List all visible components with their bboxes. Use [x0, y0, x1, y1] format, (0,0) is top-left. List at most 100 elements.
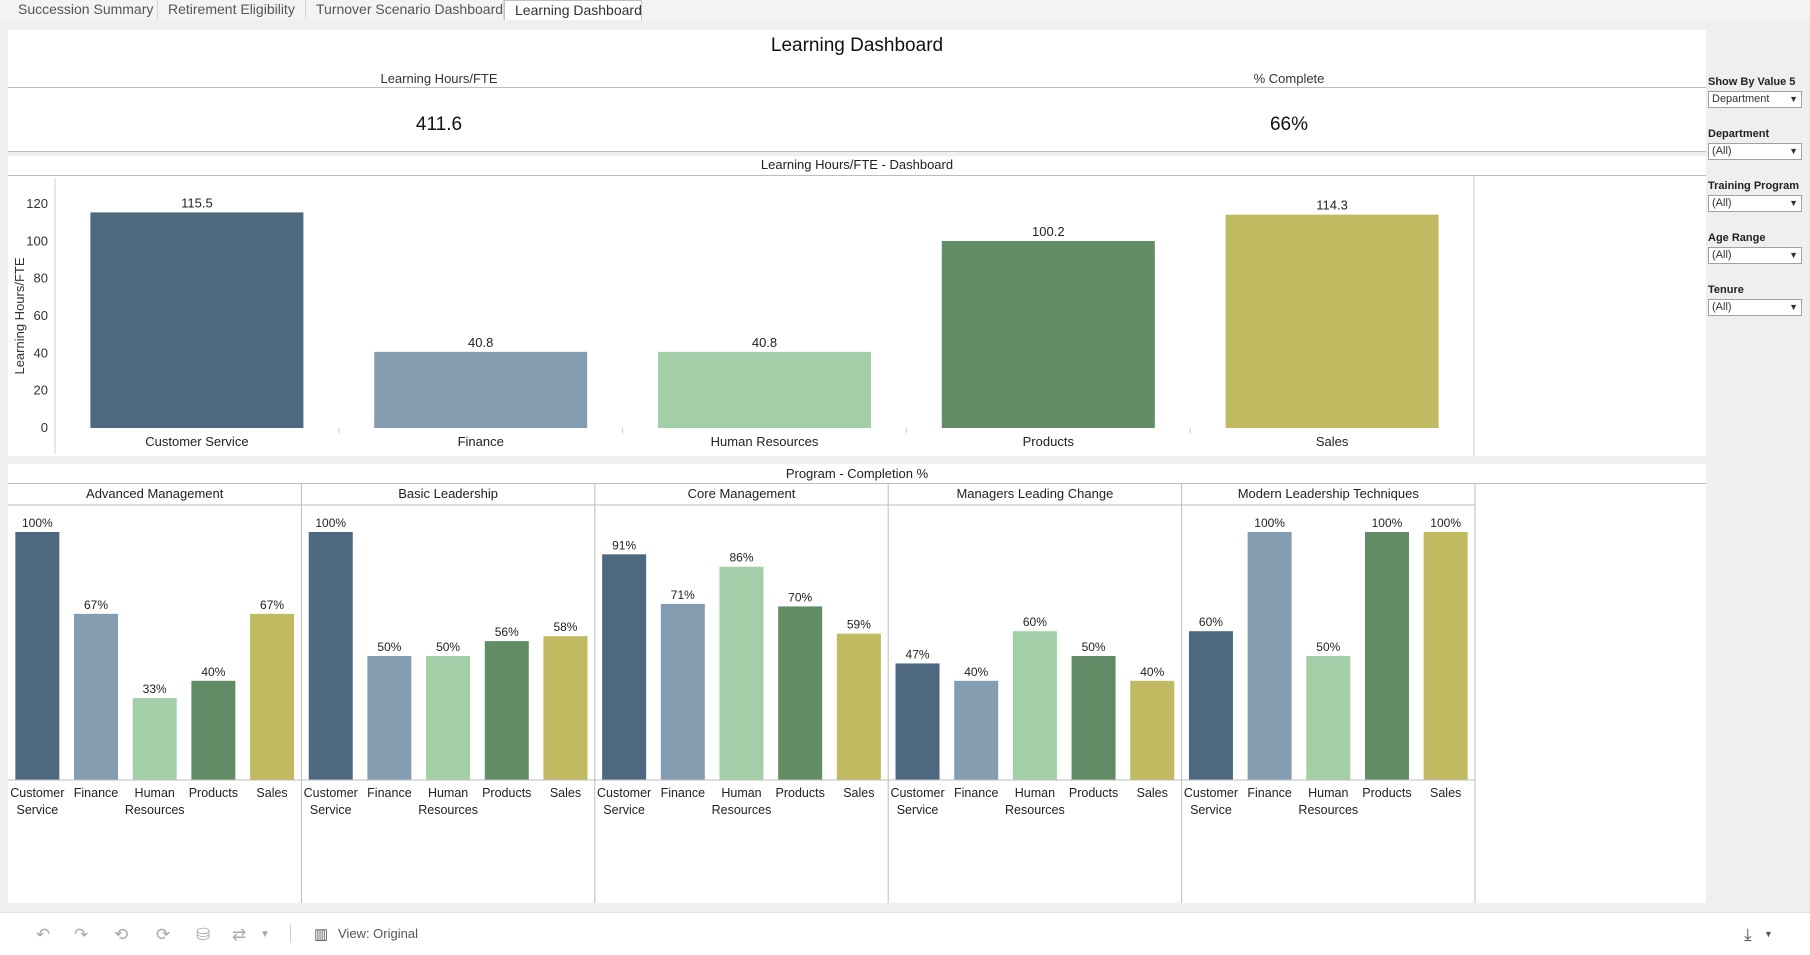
filter-show-by-dropdown[interactable]: Department ▼: [1708, 91, 1802, 108]
panel-title-basic-leadership: Basic Leadership: [398, 486, 498, 501]
sheet-tab-bar: Succession Summary Retirement Eligibilit…: [0, 0, 1810, 21]
tab-turnover-scenario-dashboard[interactable]: Turnover Scenario Dashboard: [306, 0, 504, 19]
bar-advanced-management-finance: [74, 613, 119, 780]
replay-icon[interactable]: ⇄: [232, 925, 247, 944]
bar-managers-leading-change-finance: [954, 680, 999, 780]
panel-title-core-management: Core Management: [688, 486, 796, 501]
x-tick-label-human-resources: Resources: [1298, 803, 1358, 817]
data-label: 67%: [260, 598, 284, 612]
bar-advanced-management-products: [191, 680, 236, 780]
bar-customer-service: [90, 212, 304, 428]
bottom-toolbar: ↶ ↷ ⟲ ⟳ ⛁ ⇄ ▼ ▥ View: Original ⤓ ▼: [0, 912, 1810, 955]
x-tick-label-finance: Finance: [1247, 786, 1292, 800]
undo-icon[interactable]: ↶: [36, 925, 51, 944]
data-label-customer-service: 115.5: [181, 195, 213, 210]
y-tick-label: 80: [34, 271, 48, 286]
x-tick-label-finance: Finance: [954, 786, 999, 800]
x-tick-label-products: Products: [482, 786, 531, 800]
kpi-value-learning-hours: 411.6: [415, 114, 463, 135]
x-tick-label-human-resources: Human: [1308, 786, 1348, 800]
bar-core-management-finance: [660, 603, 705, 780]
x-tick-label-customer-service: Customer: [1184, 786, 1238, 800]
filter-department: Department (All) ▼: [1708, 128, 1808, 160]
pause-updates-icon[interactable]: ⛁: [196, 925, 211, 944]
x-tick-label-sales: Sales: [843, 786, 874, 800]
bar-modern-leadership-techniques-customer-service: [1188, 631, 1233, 780]
x-tick-label-finance: Finance: [74, 786, 119, 800]
x-tick-label-products: Products: [1023, 434, 1075, 449]
data-label: 60%: [1023, 615, 1047, 629]
revert-icon[interactable]: ⟲: [114, 925, 129, 944]
bar-core-management-sales: [836, 633, 881, 780]
x-tick-label-finance: Finance: [367, 786, 412, 800]
x-tick-label-customer-service: Customer: [10, 786, 64, 800]
bar-modern-leadership-techniques-products: [1364, 532, 1409, 780]
download-dropdown-icon[interactable]: ▼: [1764, 929, 1773, 939]
filter-training-program-value: (All): [1712, 197, 1732, 209]
caret-down-icon: ▼: [1789, 94, 1798, 104]
redo-icon[interactable]: ↷: [74, 925, 89, 944]
view-label[interactable]: View: Original: [338, 926, 418, 941]
bar-managers-leading-change-customer-service: [895, 663, 940, 780]
kpi-value-percent-complete: 66%: [1269, 114, 1309, 135]
data-label: 58%: [553, 620, 577, 634]
data-label: 50%: [1082, 640, 1106, 654]
dashboard-panel: Learning Dashboard Learning Hours/FTE % …: [8, 30, 1706, 903]
data-label: 86%: [729, 551, 753, 565]
kpi-divider: [8, 87, 1706, 88]
x-tick-label-human-resources: Human: [428, 786, 468, 800]
tab-succession-summary[interactable]: Succession Summary: [8, 0, 158, 19]
bar-modern-leadership-techniques-human-resources: [1306, 656, 1351, 780]
tab-learning-dashboard[interactable]: Learning Dashboard: [504, 0, 642, 21]
replay-dropdown-icon[interactable]: ▼: [260, 929, 270, 940]
refresh-icon[interactable]: ⟳: [156, 925, 171, 944]
filter-age-range-dropdown[interactable]: (All) ▼: [1708, 247, 1802, 264]
x-tick-label-sales: Sales: [1430, 786, 1461, 800]
x-tick-label-human-resources: Human: [135, 786, 175, 800]
view-icon[interactable]: ▥: [314, 926, 329, 943]
data-label: 71%: [671, 588, 695, 602]
x-tick-label-products: Products: [189, 786, 238, 800]
bar-advanced-management-sales: [250, 613, 295, 780]
dashboard-title: Learning Dashboard: [770, 35, 944, 56]
x-tick-label-products: Products: [1362, 786, 1411, 800]
bar-core-management-customer-service: [602, 554, 647, 780]
x-tick-label-customer-service: Customer: [597, 786, 651, 800]
panel-title-managers-leading-change: Managers Leading Change: [956, 486, 1113, 501]
filter-department-dropdown[interactable]: (All) ▼: [1708, 143, 1802, 160]
bar-core-management-human-resources: [719, 566, 764, 780]
data-label: 100%: [1430, 516, 1461, 530]
x-tick-label-customer-service: Service: [310, 803, 352, 817]
bar-section-rule: [8, 175, 1706, 176]
x-tick-label-sales: Sales: [1316, 434, 1349, 449]
filter-age-range: Age Range (All) ▼: [1708, 232, 1808, 264]
download-icon[interactable]: ⤓: [1744, 925, 1752, 944]
kpi-bottom-divider: [8, 151, 1706, 152]
y-tick-label: 0: [41, 420, 48, 435]
filter-tenure-dropdown[interactable]: (All) ▼: [1708, 299, 1802, 316]
y-tick-label: 120: [26, 196, 48, 211]
x-tick-label-human-resources: Resources: [125, 803, 185, 817]
filter-show-by: Show By Value 5 Department ▼: [1708, 76, 1808, 108]
data-label: 50%: [377, 640, 401, 654]
filter-tenure-label: Tenure: [1708, 284, 1744, 296]
panel-title-advanced-management: Advanced Management: [86, 486, 224, 501]
y-tick-label: 20: [34, 383, 48, 398]
data-label-products: 100.2: [1032, 224, 1065, 239]
data-label: 91%: [612, 538, 636, 552]
tab-retirement-eligibility[interactable]: Retirement Eligibility: [158, 0, 306, 19]
caret-down-icon: ▼: [1789, 198, 1798, 208]
filter-training-program-dropdown[interactable]: (All) ▼: [1708, 195, 1802, 212]
data-label: 50%: [1316, 640, 1340, 654]
data-label: 33%: [143, 682, 167, 696]
data-label-sales: 114.3: [1316, 198, 1348, 213]
x-tick-label-human-resources: Resources: [1005, 803, 1065, 817]
program-completion-chart: Advanced Management 100% Customer Service 67…: [8, 484, 1476, 903]
x-tick-label-customer-service: Customer: [304, 786, 358, 800]
y-tick-label: 60: [34, 308, 48, 323]
data-label: 50%: [436, 640, 460, 654]
bar-core-management-products: [778, 606, 823, 780]
section-gap: [8, 152, 1706, 156]
data-label: 47%: [906, 647, 930, 661]
bar-human-resources: [658, 351, 871, 428]
